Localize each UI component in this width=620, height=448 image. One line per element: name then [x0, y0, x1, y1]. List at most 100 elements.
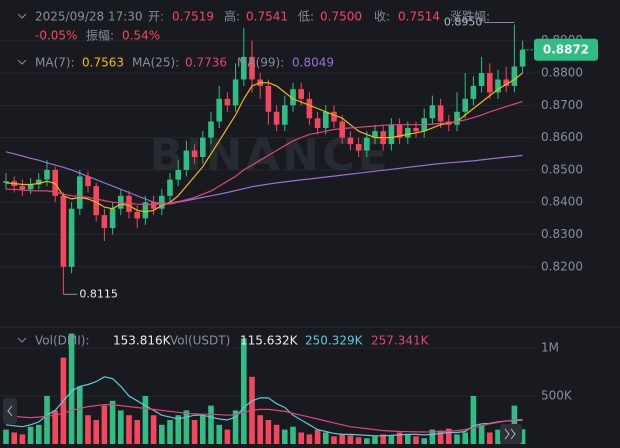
collapse-icon[interactable]	[17, 337, 27, 343]
collapse-icon[interactable]	[17, 13, 27, 19]
candle-body	[19, 186, 26, 190]
volume-bar	[101, 405, 108, 444]
plot	[3, 24, 526, 295]
candle-body	[331, 111, 337, 122]
volume-bar	[519, 429, 526, 444]
candle-body	[396, 124, 403, 138]
candle-body	[511, 66, 518, 86]
volume-ma-value: 250.329K	[305, 334, 364, 348]
axis-labels: 0.8200 0.8300 0.8400 0.8500 0.8600 0.8700 0.88…	[63, 16, 598, 403]
candle-body	[429, 105, 436, 119]
candle-body	[118, 195, 124, 209]
min-marker: 0.8115	[79, 287, 118, 300]
candle-body	[134, 211, 140, 219]
volume-bar	[208, 405, 214, 444]
y-tick-label: 0.8300	[541, 227, 583, 241]
volume-panel	[3, 333, 526, 444]
candle-body	[503, 79, 509, 86]
volume-bar	[306, 434, 313, 444]
volume-bar	[44, 396, 50, 444]
candle-body	[413, 127, 419, 132]
volume-bar	[150, 415, 157, 444]
volume-bar	[109, 400, 116, 444]
volume-bar	[216, 424, 222, 444]
candle-body	[52, 169, 58, 196]
candle-body	[314, 118, 321, 128]
candle-body	[355, 144, 362, 151]
candle-body	[175, 169, 181, 180]
candle-body	[454, 111, 460, 125]
amp-value: 0.54%	[122, 29, 160, 43]
candle-body	[306, 98, 313, 119]
candle-body	[462, 98, 468, 112]
volume-bar	[11, 432, 17, 444]
scroll-end-button[interactable]	[500, 424, 522, 444]
volume-bar	[446, 428, 452, 444]
candle-body	[191, 150, 198, 158]
candle-body	[216, 98, 222, 122]
volume-bar	[339, 434, 345, 444]
volume-bar	[19, 434, 26, 444]
volume-bar	[282, 429, 288, 444]
volume-bar	[290, 426, 296, 444]
candle-body	[36, 179, 42, 185]
y-tick-label: 0.8700	[541, 98, 583, 112]
candle-body	[437, 105, 444, 122]
volume-bar	[314, 429, 321, 444]
volume-bar	[241, 338, 247, 444]
candle-body	[298, 89, 304, 99]
y-tick-label: 0.8800	[541, 66, 583, 80]
candle-body	[372, 131, 378, 138]
low-value: 0.7500	[320, 10, 362, 24]
candle-body	[3, 181, 9, 183]
candle-body	[290, 89, 296, 106]
volume-bar	[175, 415, 181, 444]
volume-bar	[85, 415, 91, 444]
volume-bar	[388, 435, 395, 444]
volume-bar	[159, 424, 165, 444]
volume-bar	[142, 396, 149, 444]
ma-value: 0.8049	[292, 56, 334, 70]
candle-body	[249, 56, 255, 80]
candle-body	[323, 111, 329, 128]
time: 2025/09/28 17:30	[35, 10, 143, 24]
volume-bar	[437, 430, 444, 444]
change-value: -0.05%	[35, 29, 77, 43]
volume-label: Vol(USDT)	[170, 334, 230, 348]
ma-line	[5, 376, 523, 437]
amp-label: 振幅:	[86, 28, 114, 43]
scroll-left-button[interactable]	[3, 398, 17, 424]
ma-label: MA(7):	[35, 56, 75, 70]
volume-bar	[232, 410, 239, 444]
volume-bar	[413, 436, 419, 444]
candle-body	[208, 121, 214, 138]
volume-bar	[355, 437, 362, 444]
candle-body	[167, 179, 173, 196]
collapse-icon[interactable]	[17, 59, 27, 65]
candle-body	[487, 73, 493, 93]
y-tick-label: 0.8500	[541, 162, 583, 176]
y-tick-label: 0.8400	[541, 195, 583, 209]
volume-bar	[405, 434, 411, 444]
last-price-box	[534, 38, 598, 61]
candle-body	[93, 186, 99, 216]
candle-body	[44, 169, 50, 180]
arrow-icon	[7, 405, 13, 417]
volume-bar	[454, 434, 460, 444]
max-marker: 0.8950	[444, 16, 483, 29]
candle-body	[85, 176, 91, 187]
volume-bar	[265, 420, 272, 444]
volume-bar	[36, 424, 42, 444]
y-tick-label: 1M	[541, 341, 559, 355]
volume-bar	[77, 386, 83, 444]
volume-bar	[372, 436, 378, 444]
volume-bar	[183, 410, 190, 444]
candle-body	[224, 98, 231, 106]
candle-body	[347, 137, 354, 145]
candle-body	[478, 73, 485, 86]
high-value: 0.7541	[246, 10, 288, 24]
candle-body	[200, 137, 206, 158]
ma-line	[5, 404, 523, 433]
change-label: 涨跌幅:	[450, 9, 490, 24]
